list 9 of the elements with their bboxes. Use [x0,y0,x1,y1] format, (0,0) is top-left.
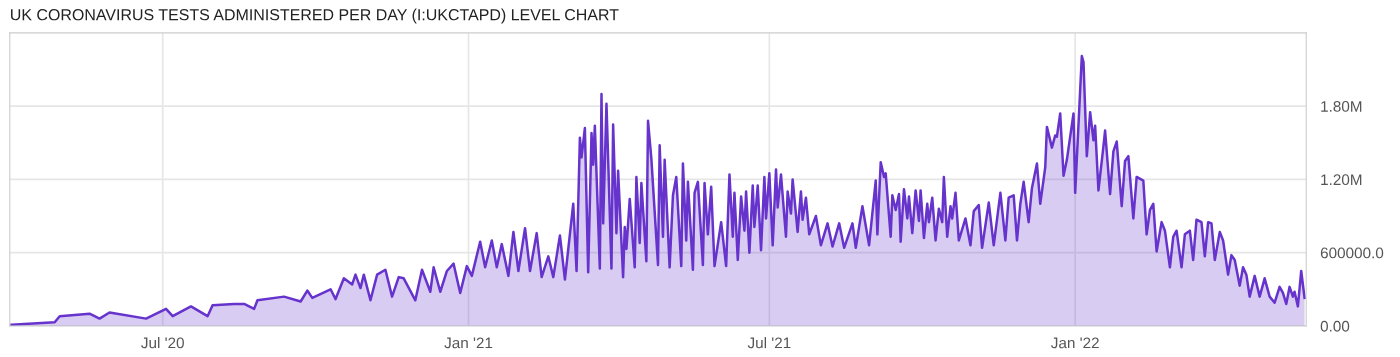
y-tick-label: 1.20M [1321,174,1362,186]
x-tick-label: Jan '22 [1051,337,1099,349]
y-tick-label: 0.00 [1320,320,1350,332]
y-tick-label: 600000.0 [1320,247,1384,259]
x-tick-label: Jul '21 [747,337,791,349]
x-tick-label: Jan '21 [444,337,493,349]
y-tick-label: 1.80M [1321,100,1362,112]
chart-title: UK CORONAVIRUS TESTS ADMINISTERED PER DAY (I:UKCTAPD) LEVEL CHART [11,8,619,24]
x-tick-label: Jul '20 [141,337,184,349]
